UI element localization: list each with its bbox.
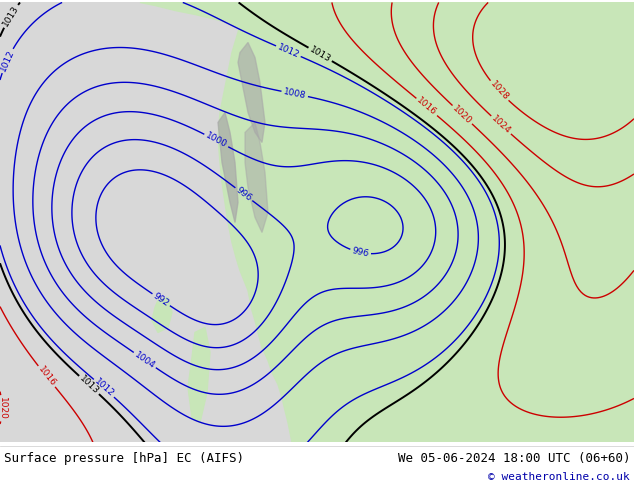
Text: 996: 996 bbox=[351, 246, 370, 259]
Text: 1020: 1020 bbox=[0, 397, 7, 420]
Text: 1012: 1012 bbox=[0, 49, 16, 73]
Text: 1016: 1016 bbox=[415, 96, 439, 118]
Text: 1004: 1004 bbox=[133, 350, 157, 370]
Text: 1008: 1008 bbox=[283, 87, 307, 100]
Text: 1013: 1013 bbox=[77, 374, 101, 396]
Text: 1000: 1000 bbox=[204, 131, 228, 150]
Polygon shape bbox=[188, 327, 210, 422]
Text: 1012: 1012 bbox=[276, 43, 301, 60]
Text: 1013: 1013 bbox=[308, 45, 332, 64]
Polygon shape bbox=[0, 2, 634, 442]
Polygon shape bbox=[218, 113, 238, 222]
Text: 1028: 1028 bbox=[488, 79, 510, 102]
Text: 1016: 1016 bbox=[36, 365, 57, 388]
Text: 1013: 1013 bbox=[1, 4, 20, 28]
Text: 992: 992 bbox=[152, 291, 171, 308]
Text: We 05-06-2024 18:00 UTC (06+60): We 05-06-2024 18:00 UTC (06+60) bbox=[398, 452, 630, 465]
Polygon shape bbox=[238, 43, 265, 143]
Text: 1020: 1020 bbox=[451, 103, 474, 126]
Polygon shape bbox=[152, 297, 172, 332]
Text: Surface pressure [hPa] EC (AIFS): Surface pressure [hPa] EC (AIFS) bbox=[4, 452, 244, 465]
Polygon shape bbox=[0, 445, 634, 490]
Text: 996: 996 bbox=[234, 185, 254, 203]
Polygon shape bbox=[245, 122, 268, 232]
Text: 1024: 1024 bbox=[489, 114, 512, 136]
Polygon shape bbox=[218, 2, 634, 442]
Text: © weatheronline.co.uk: © weatheronline.co.uk bbox=[488, 472, 630, 482]
Text: 1012: 1012 bbox=[93, 377, 115, 399]
Polygon shape bbox=[140, 2, 634, 82]
